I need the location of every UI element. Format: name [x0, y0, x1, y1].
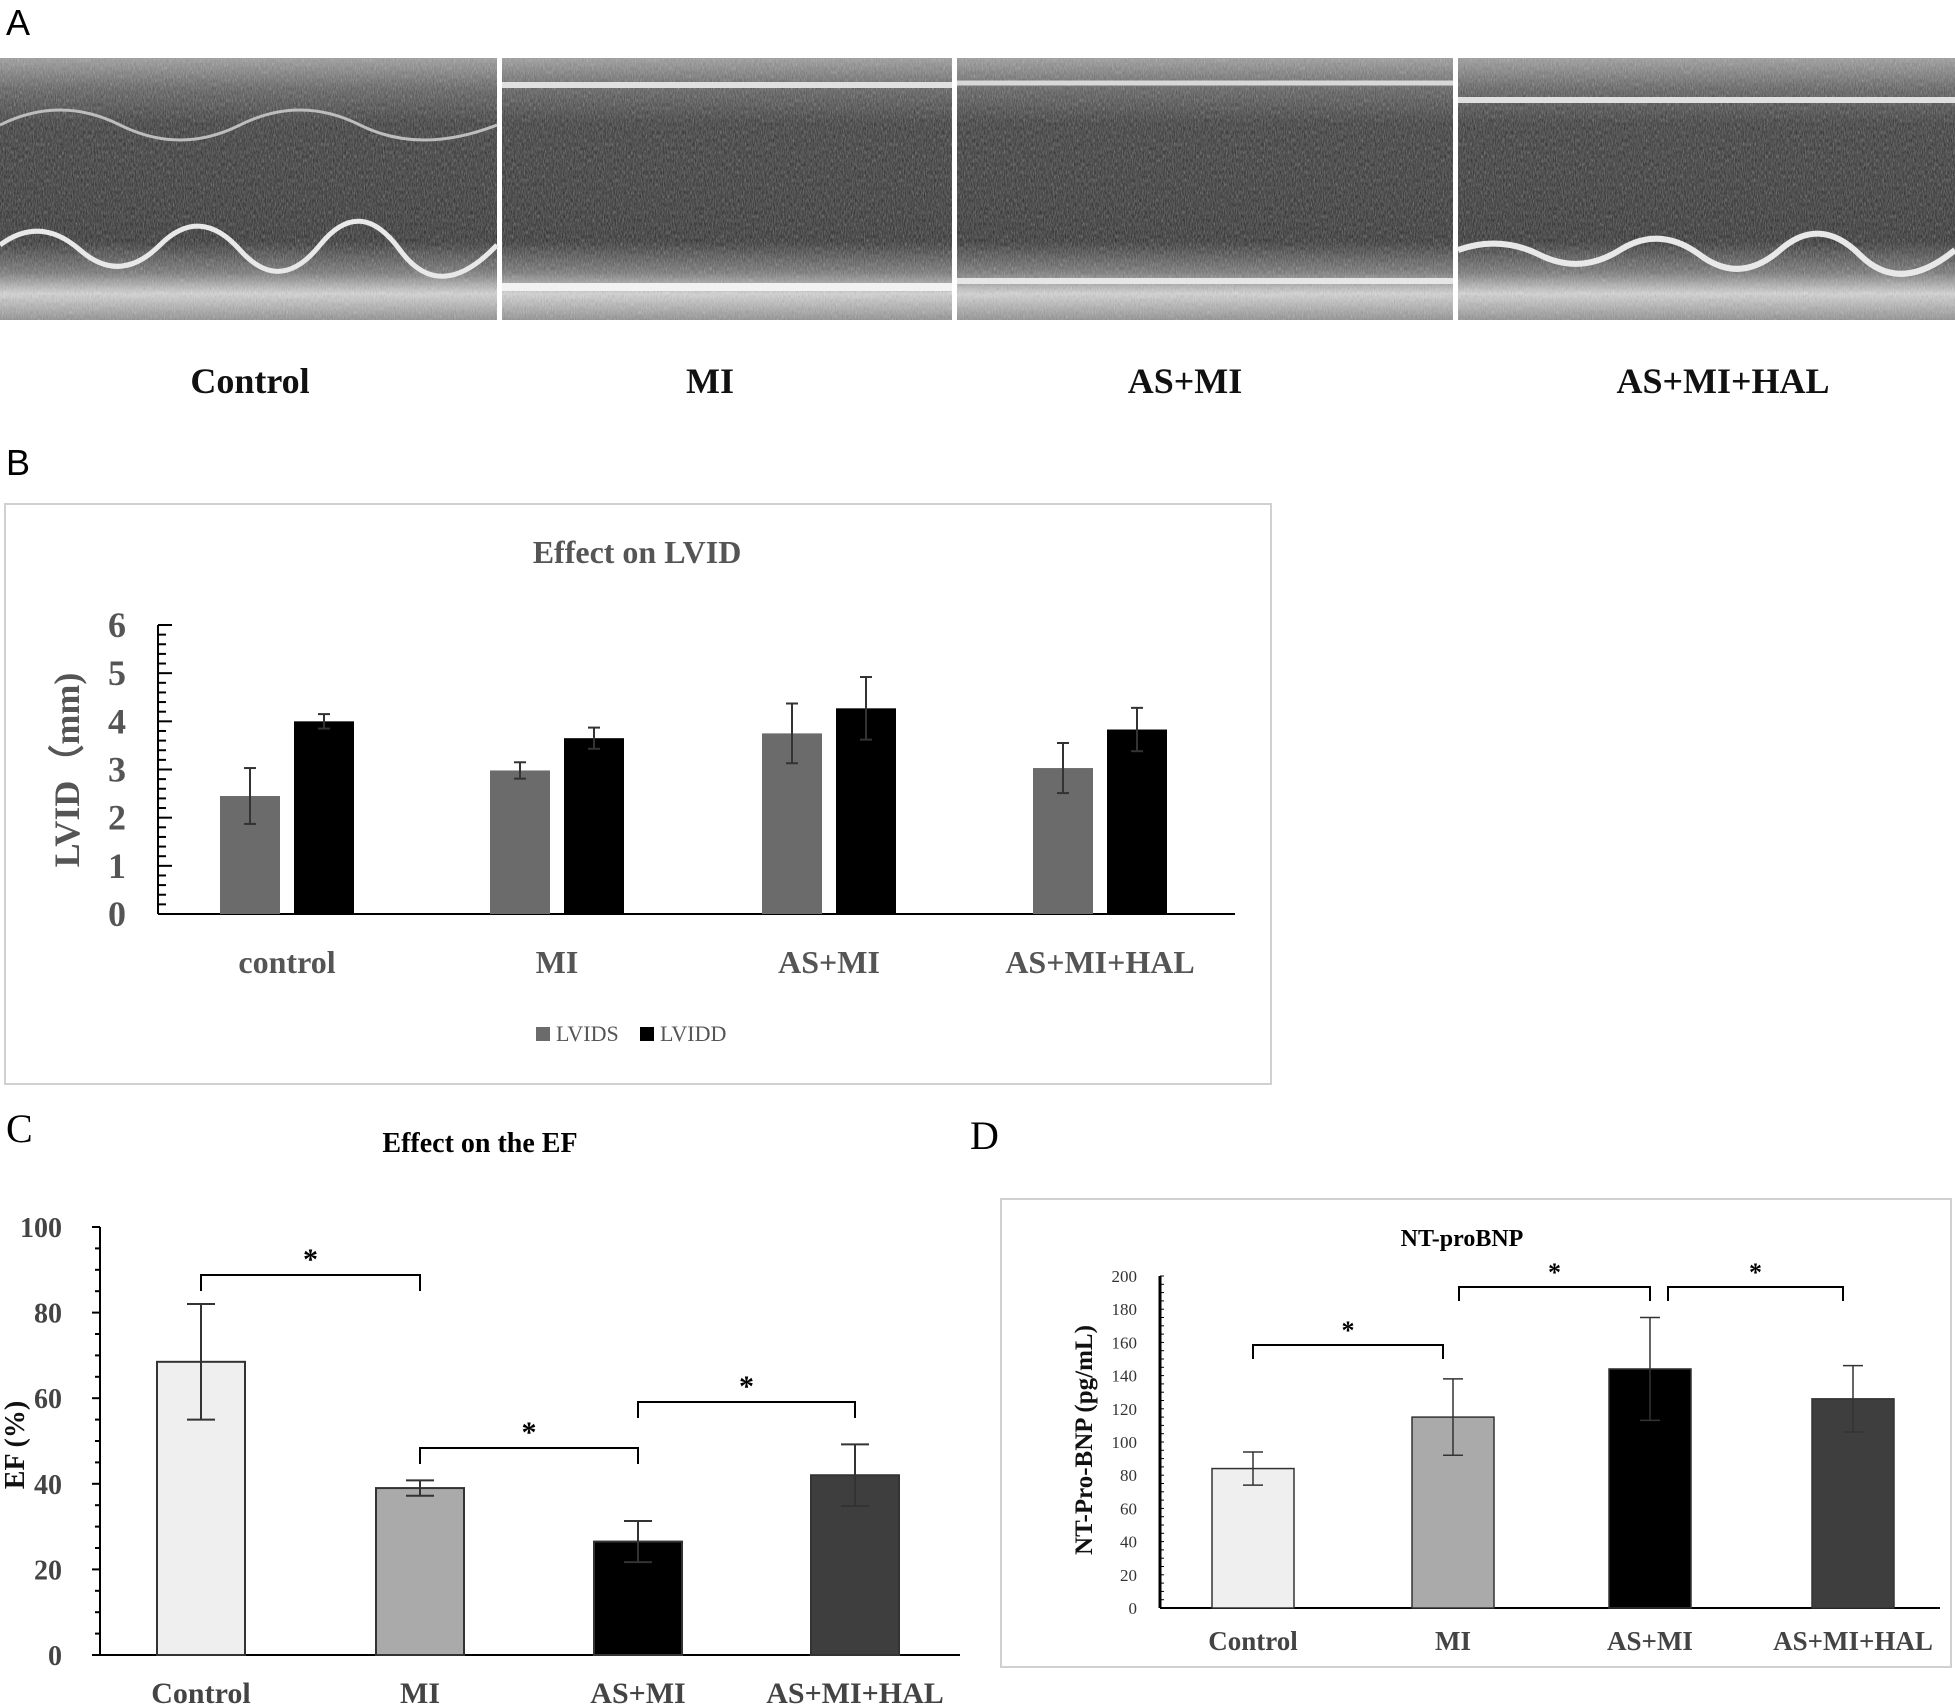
lvid-y-tick-label: 1: [108, 846, 126, 886]
echo-label-as-mi-hal: AS+MI+HAL: [1616, 361, 1830, 401]
ef-significance-bracket: [637, 1401, 856, 1418]
echo-label-as-mi: AS+MI: [1127, 361, 1243, 401]
panel-b-letter: B: [6, 442, 31, 483]
lvid-x-tick-label: AS+MI+HAL: [1005, 944, 1194, 980]
ntprobnp-y-tick-label: 80: [1120, 1466, 1137, 1485]
ntprobnp-significance-bracket: [1458, 1286, 1651, 1301]
lvid-x-tick-label: control: [238, 944, 335, 980]
lvid-legend-label: LVIDD: [660, 1021, 726, 1046]
echo-label-control: Control: [190, 361, 310, 401]
lvid-legend-label: LVIDS: [556, 1021, 619, 1046]
ntprobnp-y-tick-label: 20: [1120, 1566, 1137, 1585]
echo-label-mi: MI: [686, 361, 734, 401]
lvid-bar-lvidd: [1107, 729, 1167, 914]
echo-image-mi: [502, 58, 952, 320]
ef-y-tick-label: 40: [34, 1470, 62, 1501]
ntprobnp-y-tick-label: 60: [1120, 1499, 1137, 1518]
lvid-y-tick-label: 6: [108, 605, 126, 645]
ntprobnp-significance-bracket: [1252, 1344, 1444, 1359]
ef-significance-bracket: [200, 1274, 421, 1291]
ef-y-tick-label: 20: [34, 1555, 62, 1586]
ef-x-tick-label: Control: [151, 1677, 250, 1707]
ntprobnp-significance-label: *: [1548, 1258, 1561, 1287]
ntprobnp-significance-label: *: [1749, 1258, 1762, 1287]
ef-significance-bracket: [419, 1447, 639, 1464]
lvid-y-tick-label: 2: [108, 798, 126, 838]
ef-y-tick-label: 100: [20, 1213, 62, 1244]
ntprobnp-y-tick-label: 120: [1112, 1400, 1138, 1419]
ntprobnp-y-tick-label: 0: [1129, 1599, 1138, 1618]
ntprobnp-y-tick-label: 180: [1112, 1300, 1138, 1319]
lvid-x-tick-label: MI: [536, 944, 579, 980]
ntprobnp-ylabel: NT-Pro-BNP (pg/mL): [1071, 1325, 1098, 1555]
ntprobnp-significance-bracket: [1667, 1286, 1844, 1301]
lvid-bar-lvids: [490, 770, 550, 914]
lvid-y-tick-label: 0: [108, 894, 126, 934]
lvid-bar-lvidd: [564, 738, 624, 914]
ef-x-tick-label: AS+MI+HAL: [766, 1677, 944, 1707]
ntprobnp-x-tick-label: AS+MI: [1607, 1626, 1693, 1656]
lvid-ylabel: LVID（mm): [47, 673, 87, 868]
lvid-y-tick-label: 5: [108, 653, 126, 693]
ef-significance-label: *: [303, 1243, 318, 1276]
echo-image-as-mi-hal: [1456, 58, 1955, 320]
ef-title: Effect on the EF: [382, 1128, 577, 1159]
ef-significance-label: *: [522, 1416, 537, 1449]
ef-bar: [375, 1487, 465, 1656]
lvid-bar-lvidd: [294, 721, 354, 914]
echo-mmode-images: [0, 58, 1955, 320]
lvid-y-tick-label: 4: [108, 701, 126, 741]
lvid-y-tick-label: 3: [108, 750, 126, 790]
ntprobnp-x-tick-label: AS+MI+HAL: [1773, 1626, 1933, 1656]
panel-c-letter: C: [6, 1106, 33, 1151]
ntprobnp-bar: [1211, 1467, 1295, 1609]
ef-x-tick-label: AS+MI: [590, 1677, 685, 1707]
ntprobnp-significance-label: *: [1342, 1316, 1355, 1345]
panel-a-letter: A: [6, 2, 31, 43]
ef-y-tick-label: 0: [48, 1641, 62, 1672]
echo-image-as-mi: [957, 58, 1453, 320]
ntprobnp-y-tick-label: 40: [1120, 1533, 1137, 1552]
lvid-bar-lvidd: [836, 708, 896, 914]
ef-x-tick-label: MI: [400, 1677, 440, 1707]
ef-y-tick-label: 60: [34, 1384, 62, 1415]
lvid-legend-swatch-lvids: [536, 1027, 550, 1041]
ntprobnp-bar: [1811, 1398, 1895, 1609]
ntprobnp-y-tick-label: 160: [1112, 1333, 1138, 1352]
ntprobnp-y-tick-label: 100: [1112, 1433, 1138, 1452]
lvid-title: Effect on LVID: [533, 534, 742, 570]
ntprobnp-x-tick-label: MI: [1435, 1626, 1471, 1656]
lvid-x-tick-label: AS+MI: [778, 944, 880, 980]
ef-y-tick-label: 80: [34, 1299, 62, 1330]
panel-d-letter: D: [970, 1113, 999, 1158]
ntprobnp-title: NT-proBNP: [1401, 1226, 1524, 1252]
ntprobnp-y-tick-label: 200: [1112, 1267, 1138, 1286]
ntprobnp-y-tick-label: 140: [1112, 1367, 1138, 1386]
ntprobnp-x-tick-label: Control: [1208, 1626, 1298, 1656]
ef-significance-label: *: [739, 1370, 754, 1403]
ef-ylabel: EF (%): [0, 1401, 31, 1489]
echo-image-control: [0, 58, 499, 320]
lvid-legend-swatch-lvidd: [640, 1027, 654, 1041]
